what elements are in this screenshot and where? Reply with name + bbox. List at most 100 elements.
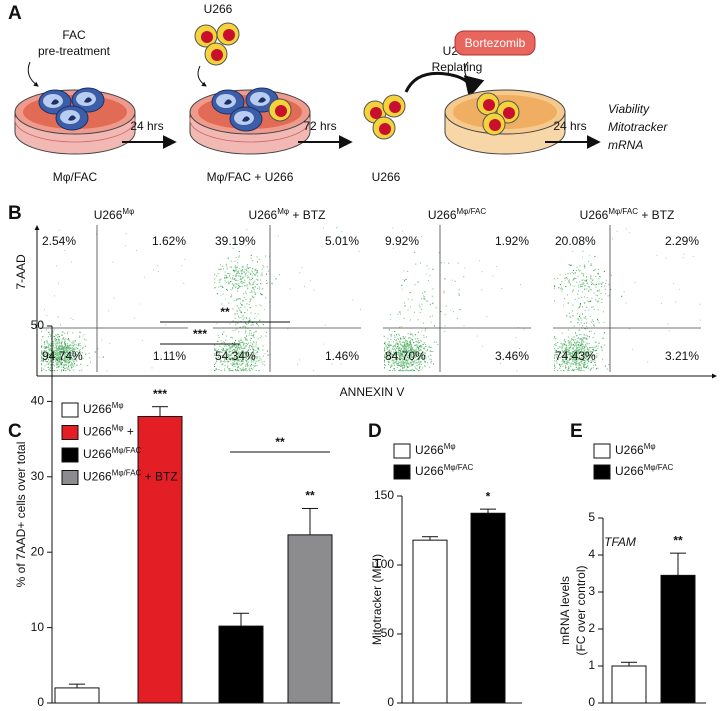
event-dot [50,348,52,350]
event-dot [581,368,583,370]
event-dot [85,353,87,355]
event-dot [568,352,570,354]
event-dot [571,355,573,357]
axis-label: mRNA levels [558,576,572,645]
event-dot [41,356,43,358]
event-dot [410,341,412,343]
event-dot [424,291,426,293]
event-dot [584,302,586,304]
event-dot [222,349,224,351]
event-dot [400,365,402,367]
event-dot [404,352,406,354]
event-dot [252,355,254,357]
event-dot [72,332,74,334]
event-dot [253,346,255,348]
event-dot [581,291,583,293]
event-dot [577,307,579,309]
event-dot [68,362,70,364]
event-dot [63,347,65,349]
event-dot [180,265,182,267]
event-dot [260,335,262,337]
event-dot [49,349,51,351]
event-dot [227,281,229,283]
event-dot [66,345,68,347]
event-dot [594,362,596,364]
event-dot [244,282,246,284]
event-dot [255,305,257,307]
event-dot [252,343,254,345]
event-dot [574,357,576,359]
event-dot [52,351,54,353]
event-dot [238,283,240,285]
event-dot [215,275,217,277]
event-dot [421,354,423,356]
event-dot [261,294,263,296]
event-dot [234,313,236,315]
event-dot [225,361,227,363]
y-tick-label: 100 [374,557,394,571]
event-dot [403,337,405,339]
event-dot [579,338,581,340]
event-dot [44,355,46,357]
event-dot [571,271,573,273]
event-dot [407,350,409,352]
event-dot [593,349,595,351]
event-dot [237,298,239,300]
event-dot [231,370,233,372]
legend-label: U266Mφ/FAC + BTZ [83,468,178,484]
event-dot [571,353,573,355]
legend-swatch [61,402,79,418]
event-dot [401,344,403,346]
label-superscript: Mφ/FAC [457,207,487,216]
event-dot [585,280,587,282]
event-dot [425,357,427,359]
event-dot [579,351,581,353]
event-dot [414,252,416,254]
event-dot [573,363,575,365]
y-tick-label: 0 [37,695,44,709]
event-dot [569,342,571,344]
event-dot [564,349,566,351]
event-dot [407,355,409,357]
event-dot [418,348,420,350]
event-dot [591,319,593,321]
event-dot [241,363,243,365]
event-dot [64,341,66,343]
event-dot [53,356,55,358]
event-dot [492,275,494,277]
event-dot [563,343,565,345]
event-dot [410,355,412,357]
event-dot [238,317,240,319]
event-dot [393,334,395,336]
event-dot [385,352,387,354]
event-dot [254,331,256,333]
event-dot [582,306,584,308]
event-dot [246,272,248,274]
time-label: 24 hrs [553,119,586,133]
event-dot [598,298,600,300]
event-dot [563,353,565,355]
event-dot [567,360,569,362]
event-dot [49,350,51,352]
event-dot [70,363,72,365]
event-dot [236,262,238,264]
event-dot [565,365,567,367]
event-dot [62,348,64,350]
event-dot [482,345,484,347]
event-dot [41,363,43,365]
cell-icon [372,116,396,140]
event-dot [70,261,72,263]
event-dot [54,347,56,349]
event-dot [67,366,69,368]
event-dot [554,358,556,360]
event-dot [594,347,596,349]
event-dot [78,352,80,354]
event-dot [598,290,600,292]
arrow [27,61,39,87]
event-dot [420,347,422,349]
event-dot [219,280,221,282]
event-dot [558,346,560,348]
event-dot [248,304,250,306]
event-dot [251,291,253,293]
event-dot [238,268,240,270]
